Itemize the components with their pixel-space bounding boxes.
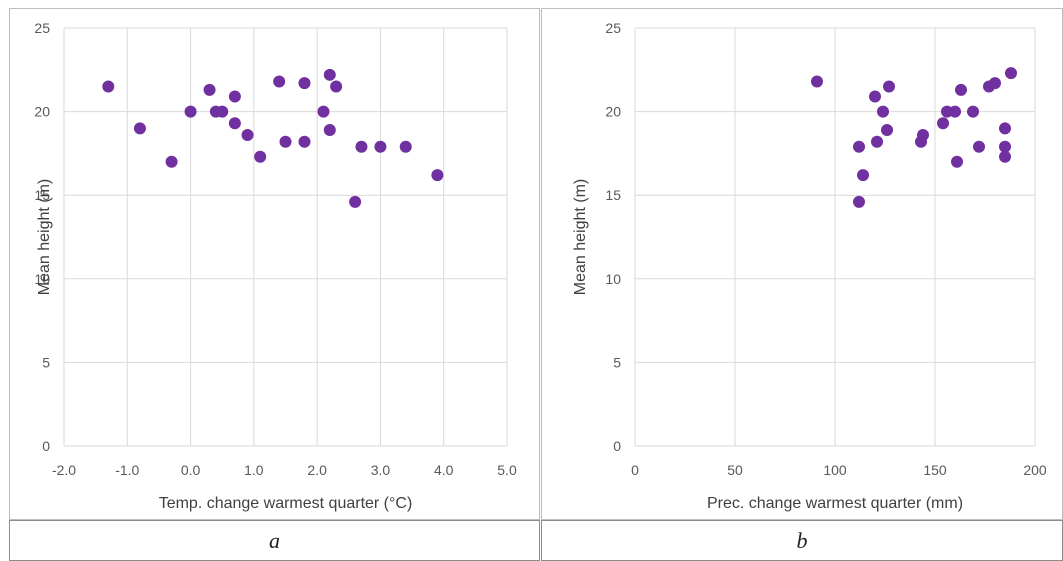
data-point — [216, 105, 229, 118]
data-point — [917, 129, 929, 142]
data-point — [133, 122, 146, 135]
data-point — [317, 105, 330, 118]
data-point — [254, 150, 267, 163]
y-tick-label: 5 — [42, 354, 50, 370]
data-point — [877, 105, 889, 118]
y-tick-label: 20 — [34, 104, 50, 120]
x-tick-label: 4.0 — [434, 462, 454, 478]
x-tick-label: 5.0 — [497, 462, 517, 478]
x-tick-label: 200 — [1023, 462, 1047, 478]
y-tick-label: 15 — [34, 187, 50, 203]
data-point — [949, 105, 961, 118]
y-tick-label: 25 — [34, 20, 50, 36]
data-point — [184, 105, 197, 118]
x-tick-label: 100 — [823, 462, 847, 478]
data-point — [955, 83, 967, 96]
data-point — [165, 155, 178, 168]
caption-a: a — [9, 520, 540, 561]
data-point — [967, 105, 979, 118]
x-tick-label: -1.0 — [115, 462, 139, 478]
data-point — [1005, 67, 1017, 80]
data-point — [853, 140, 865, 153]
data-point — [853, 195, 865, 208]
data-point — [999, 122, 1011, 135]
data-point — [203, 83, 216, 96]
y-tick-label: 25 — [605, 20, 621, 36]
data-point — [349, 195, 362, 208]
data-point — [330, 80, 343, 93]
data-point — [399, 140, 412, 153]
data-point — [228, 117, 241, 130]
x-axis-title: Temp. change warmest quarter (°C) — [159, 495, 413, 512]
y-tick-label: 10 — [605, 271, 621, 287]
data-point — [102, 80, 115, 93]
y-tick-label: 5 — [613, 354, 621, 370]
data-point — [811, 75, 823, 88]
y-tick-label: 0 — [42, 438, 50, 454]
data-point — [937, 117, 949, 130]
data-point — [298, 135, 311, 148]
x-tick-label: 2.0 — [307, 462, 327, 478]
y-axis-title: Mean height (m) — [36, 179, 53, 296]
data-point — [881, 123, 893, 136]
chart-panel-a: 0 5 10 15 20 25 -2.0 -1.0 0.0 1.0 2.0 3.0 4.0 5.0 Temp… — [9, 8, 540, 520]
scatter-chart-a: 0 5 10 15 20 25 -2.0 -1.0 0.0 1.0 2.0 3.0 4.0 5.0 Temp… — [34, 20, 517, 512]
data-point — [228, 90, 241, 103]
chart-panel-b: 0 5 10 15 20 25 0 50 100 150 200 Prec. change warme… — [541, 8, 1063, 520]
y-tick-label: 10 — [34, 271, 50, 287]
data-point — [857, 169, 869, 182]
data-point — [241, 129, 254, 142]
x-tick-label: 1.0 — [244, 462, 264, 478]
data-point — [973, 140, 985, 153]
data-point — [323, 68, 336, 81]
y-tick-label: 20 — [605, 104, 621, 120]
y-axis-title: Mean height (m) — [572, 179, 589, 296]
scatter-chart-b: 0 5 10 15 20 25 0 50 100 150 200 Prec. change warme… — [572, 20, 1047, 512]
x-axis-title: Prec. change warmest quarter (mm) — [707, 495, 963, 512]
y-tick-label: 0 — [613, 438, 621, 454]
x-tick-label: 0 — [631, 462, 639, 478]
data-point — [951, 155, 963, 168]
data-point — [273, 75, 286, 88]
data-point — [883, 80, 895, 93]
data-point — [279, 135, 292, 148]
x-tick-label: 150 — [923, 462, 947, 478]
x-tick-label: 3.0 — [371, 462, 391, 478]
data-point — [989, 77, 1001, 90]
data-point — [323, 123, 336, 136]
data-point — [355, 140, 368, 153]
y-tick-label: 15 — [605, 187, 621, 203]
x-tick-label: -2.0 — [52, 462, 76, 478]
data-point — [999, 140, 1011, 153]
data-point — [431, 169, 444, 182]
data-point — [298, 77, 311, 90]
x-tick-label: 0.0 — [181, 462, 201, 478]
data-point — [374, 140, 387, 153]
caption-b: b — [541, 520, 1063, 561]
data-point — [871, 135, 883, 148]
data-point — [869, 90, 881, 103]
data-point — [999, 150, 1011, 163]
x-tick-label: 50 — [727, 462, 743, 478]
